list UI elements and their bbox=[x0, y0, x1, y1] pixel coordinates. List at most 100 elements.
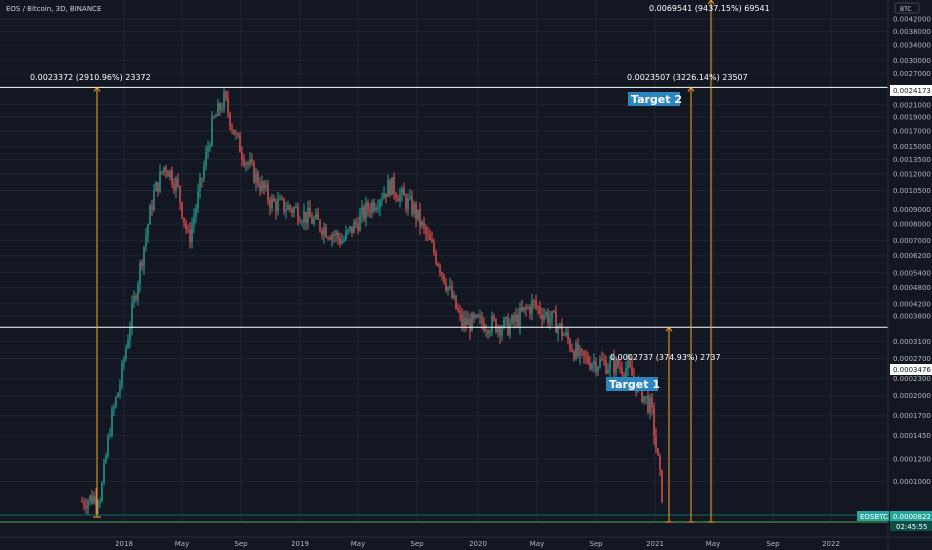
candle-body bbox=[525, 307, 527, 309]
candle-body bbox=[203, 166, 205, 179]
candle-body bbox=[551, 311, 553, 319]
candle-body bbox=[109, 435, 111, 437]
candle-body bbox=[585, 355, 587, 357]
candle-body bbox=[625, 368, 627, 378]
candle-body bbox=[185, 222, 187, 230]
candle-body bbox=[485, 330, 487, 332]
candle-body bbox=[183, 217, 185, 223]
candle-body bbox=[423, 221, 425, 227]
current-price-badge[interactable] bbox=[890, 511, 932, 521]
price-level-badge[interactable] bbox=[890, 364, 932, 375]
candle-body bbox=[239, 134, 241, 153]
candle-body bbox=[343, 239, 345, 241]
candle-body bbox=[85, 505, 87, 509]
candle-body bbox=[603, 360, 605, 362]
x-tick-label: Sep bbox=[766, 540, 780, 548]
candle-body bbox=[197, 191, 199, 209]
target-label: Target 1 bbox=[609, 378, 660, 391]
y-tick-label: 0.0002700 bbox=[893, 355, 931, 363]
candle-body bbox=[469, 318, 471, 332]
candle-body bbox=[431, 239, 433, 243]
candle-body bbox=[579, 349, 581, 356]
candle-body bbox=[593, 361, 595, 364]
candle-body bbox=[599, 359, 601, 368]
candle-body bbox=[535, 301, 537, 307]
price-level-badge[interactable] bbox=[890, 85, 932, 96]
candle-body bbox=[383, 193, 385, 199]
target-badge[interactable] bbox=[628, 92, 680, 106]
candle-body bbox=[521, 307, 523, 311]
symbol-badge[interactable] bbox=[857, 511, 889, 521]
x-tick-label: May bbox=[530, 540, 544, 548]
candle-body bbox=[129, 327, 131, 341]
candle-body bbox=[193, 216, 195, 226]
candle-body bbox=[583, 350, 585, 356]
measurement-label: 0.0002737 (374.93%) 2737 bbox=[610, 353, 721, 362]
candle-body bbox=[115, 397, 117, 407]
y-tick-label: 0.0010500 bbox=[893, 187, 931, 195]
candle-body bbox=[231, 126, 233, 130]
measurement-arrow bbox=[707, 0, 715, 5]
measurement-arrow bbox=[687, 86, 695, 92]
y-tick-label: 0.0006200 bbox=[893, 252, 931, 260]
candle-body bbox=[427, 233, 429, 235]
candle-body bbox=[497, 326, 499, 333]
countdown-badge bbox=[890, 521, 932, 531]
candle-body bbox=[191, 225, 193, 243]
candle-body bbox=[365, 202, 367, 219]
candle-body bbox=[575, 343, 577, 360]
y-tick-label: 0.0001200 bbox=[893, 455, 931, 463]
candle-body bbox=[653, 407, 655, 437]
candle-body bbox=[613, 357, 615, 374]
y-tick-label: 0.0002000 bbox=[893, 392, 931, 400]
candle-body bbox=[271, 198, 273, 208]
measurement-label: 0.0069541 (9437.15%) 69541 bbox=[649, 4, 770, 13]
candle-body bbox=[199, 178, 201, 192]
candle-body bbox=[97, 503, 99, 506]
y-tick-label: 0.0007000 bbox=[893, 237, 931, 245]
candle-body bbox=[395, 194, 397, 199]
candle-body bbox=[375, 208, 377, 211]
candle-body bbox=[93, 495, 95, 504]
candle-body bbox=[445, 283, 447, 291]
candle-body bbox=[641, 380, 643, 402]
candle-body bbox=[143, 246, 145, 267]
candle-body bbox=[273, 198, 275, 202]
candle-body bbox=[261, 181, 263, 191]
candle-body bbox=[537, 306, 539, 308]
candle-body bbox=[311, 217, 313, 224]
candle-body bbox=[385, 193, 387, 197]
candle-body bbox=[345, 231, 347, 240]
candle-body bbox=[437, 263, 439, 266]
target-badge[interactable] bbox=[606, 377, 658, 391]
y-tick-label: 0.0034000 bbox=[893, 42, 931, 50]
candle-body bbox=[87, 501, 89, 509]
candle-body bbox=[661, 469, 663, 502]
candle-body bbox=[479, 316, 481, 318]
measurement-label: 0.0023372 (2910.96%) 23372 bbox=[30, 73, 151, 82]
candle-body bbox=[351, 226, 353, 234]
candle-body bbox=[353, 221, 355, 234]
candle-body bbox=[397, 198, 399, 202]
candle-body bbox=[539, 306, 541, 315]
candle-body bbox=[337, 232, 339, 238]
candle-body bbox=[489, 331, 491, 334]
candle-body bbox=[219, 103, 221, 111]
candle-body bbox=[569, 339, 571, 349]
candle-body bbox=[329, 237, 331, 240]
candle-body bbox=[563, 334, 565, 336]
target-label: Target 2 bbox=[631, 93, 682, 106]
candle-body bbox=[529, 306, 531, 314]
price-unit-badge[interactable] bbox=[894, 2, 920, 14]
candle-body bbox=[523, 307, 525, 311]
candle-body bbox=[323, 226, 325, 236]
candle-body bbox=[301, 222, 303, 224]
candle-body bbox=[335, 232, 337, 236]
candle-body bbox=[209, 145, 211, 148]
candle-body bbox=[649, 397, 651, 413]
y-tick-label: 0.0003800 bbox=[893, 313, 931, 321]
candle-body bbox=[555, 312, 557, 333]
